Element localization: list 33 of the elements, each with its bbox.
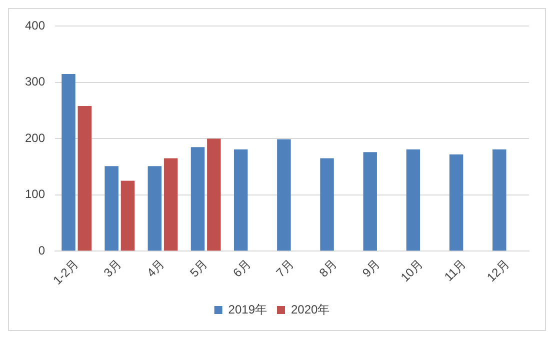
x-tick-label: 1-2月 [50, 256, 82, 288]
bar [277, 139, 291, 251]
x-tick-label: 3月 [101, 256, 124, 280]
bar [320, 158, 334, 251]
x-tick-label: 5月 [187, 256, 210, 280]
bar [492, 149, 506, 251]
bar [78, 106, 92, 251]
y-tick-label: 400 [24, 18, 46, 33]
bar [234, 149, 248, 251]
bar [104, 166, 118, 251]
x-tick-label: 8月 [316, 256, 340, 280]
bar [62, 74, 76, 251]
bar [164, 158, 178, 251]
bar [190, 147, 205, 251]
x-tick-label: 9月 [360, 256, 383, 280]
legend-label: 2019年 [228, 302, 268, 316]
bar [363, 152, 377, 251]
x-tick-label: 10月 [398, 256, 426, 285]
bar [148, 166, 162, 251]
x-tick-label: 7月 [273, 256, 296, 280]
x-tick-label: 12月 [484, 256, 512, 285]
y-tick-label: 100 [24, 187, 46, 202]
bar [120, 180, 135, 251]
x-tick-label: 11月 [442, 256, 469, 284]
x-tick-label: 4月 [144, 256, 168, 280]
y-tick-label: 0 [38, 243, 46, 258]
bar [449, 154, 464, 251]
bar [207, 138, 221, 251]
bar [406, 149, 420, 251]
legend-label: 2020年 [291, 302, 330, 316]
y-tick-label: 300 [24, 74, 46, 89]
x-tick-label: 6月 [230, 256, 254, 280]
y-tick-label: 200 [24, 130, 46, 145]
